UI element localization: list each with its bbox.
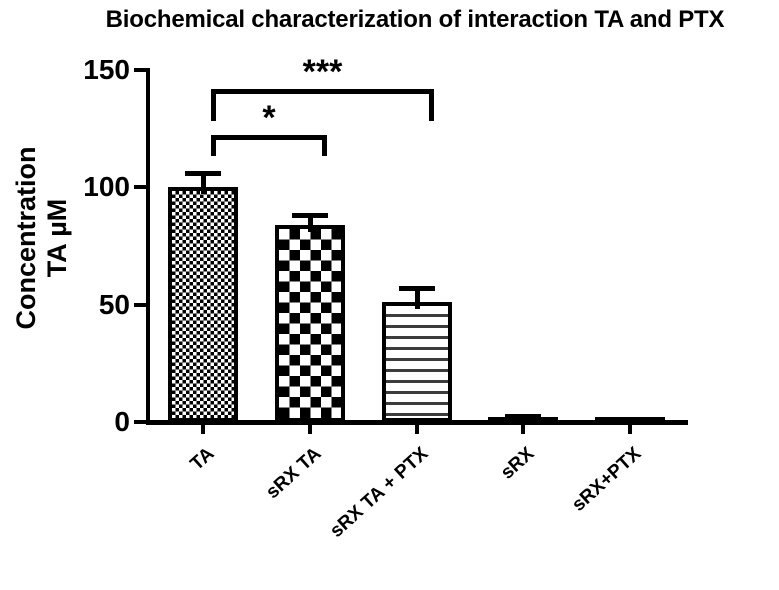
error-bar-cap: [292, 213, 328, 218]
error-bar-stem: [308, 213, 313, 232]
x-tick: [521, 425, 525, 434]
y-tick: [134, 303, 146, 307]
x-tick-label-5: sRX+PTX: [568, 443, 646, 516]
error-bar-cap: [399, 286, 435, 291]
bar-3: [382, 302, 452, 422]
y-tick: [134, 420, 146, 424]
x-tick-label-4: sRX: [496, 443, 539, 484]
y-tick-label: 100: [83, 171, 130, 202]
x-tick: [201, 425, 205, 434]
bar-1: [168, 187, 238, 422]
x-tick-label-1: TA: [186, 443, 219, 475]
x-tick: [415, 425, 419, 434]
x-tick-label-2: sRX TA: [262, 443, 326, 504]
x-axis-line: [146, 420, 688, 425]
y-tick-label: 0: [114, 406, 130, 437]
y-tick: [134, 185, 146, 189]
bar-2: [275, 225, 345, 422]
significance-label: ***: [302, 53, 343, 91]
y-tick-label: 150: [83, 54, 130, 85]
significance-label: *: [262, 99, 276, 137]
y-tick-label: 50: [98, 289, 130, 320]
error-bar-stem: [415, 286, 420, 309]
x-tick-label-3: sRX TA + PTX: [326, 443, 433, 542]
y-tick: [134, 68, 146, 72]
significance-bracket: [211, 89, 434, 121]
bar-5: [595, 417, 665, 422]
x-tick: [628, 425, 632, 434]
error-bar-stem: [521, 414, 526, 424]
chart-title: Biochemical characterization of interact…: [105, 6, 725, 33]
error-bar-stem: [201, 171, 206, 194]
error-bar-cap: [185, 171, 221, 176]
x-tick: [308, 425, 312, 434]
error-bar-cap: [505, 414, 541, 419]
y-axis-line: [146, 68, 150, 424]
significance-bracket: [211, 135, 327, 156]
